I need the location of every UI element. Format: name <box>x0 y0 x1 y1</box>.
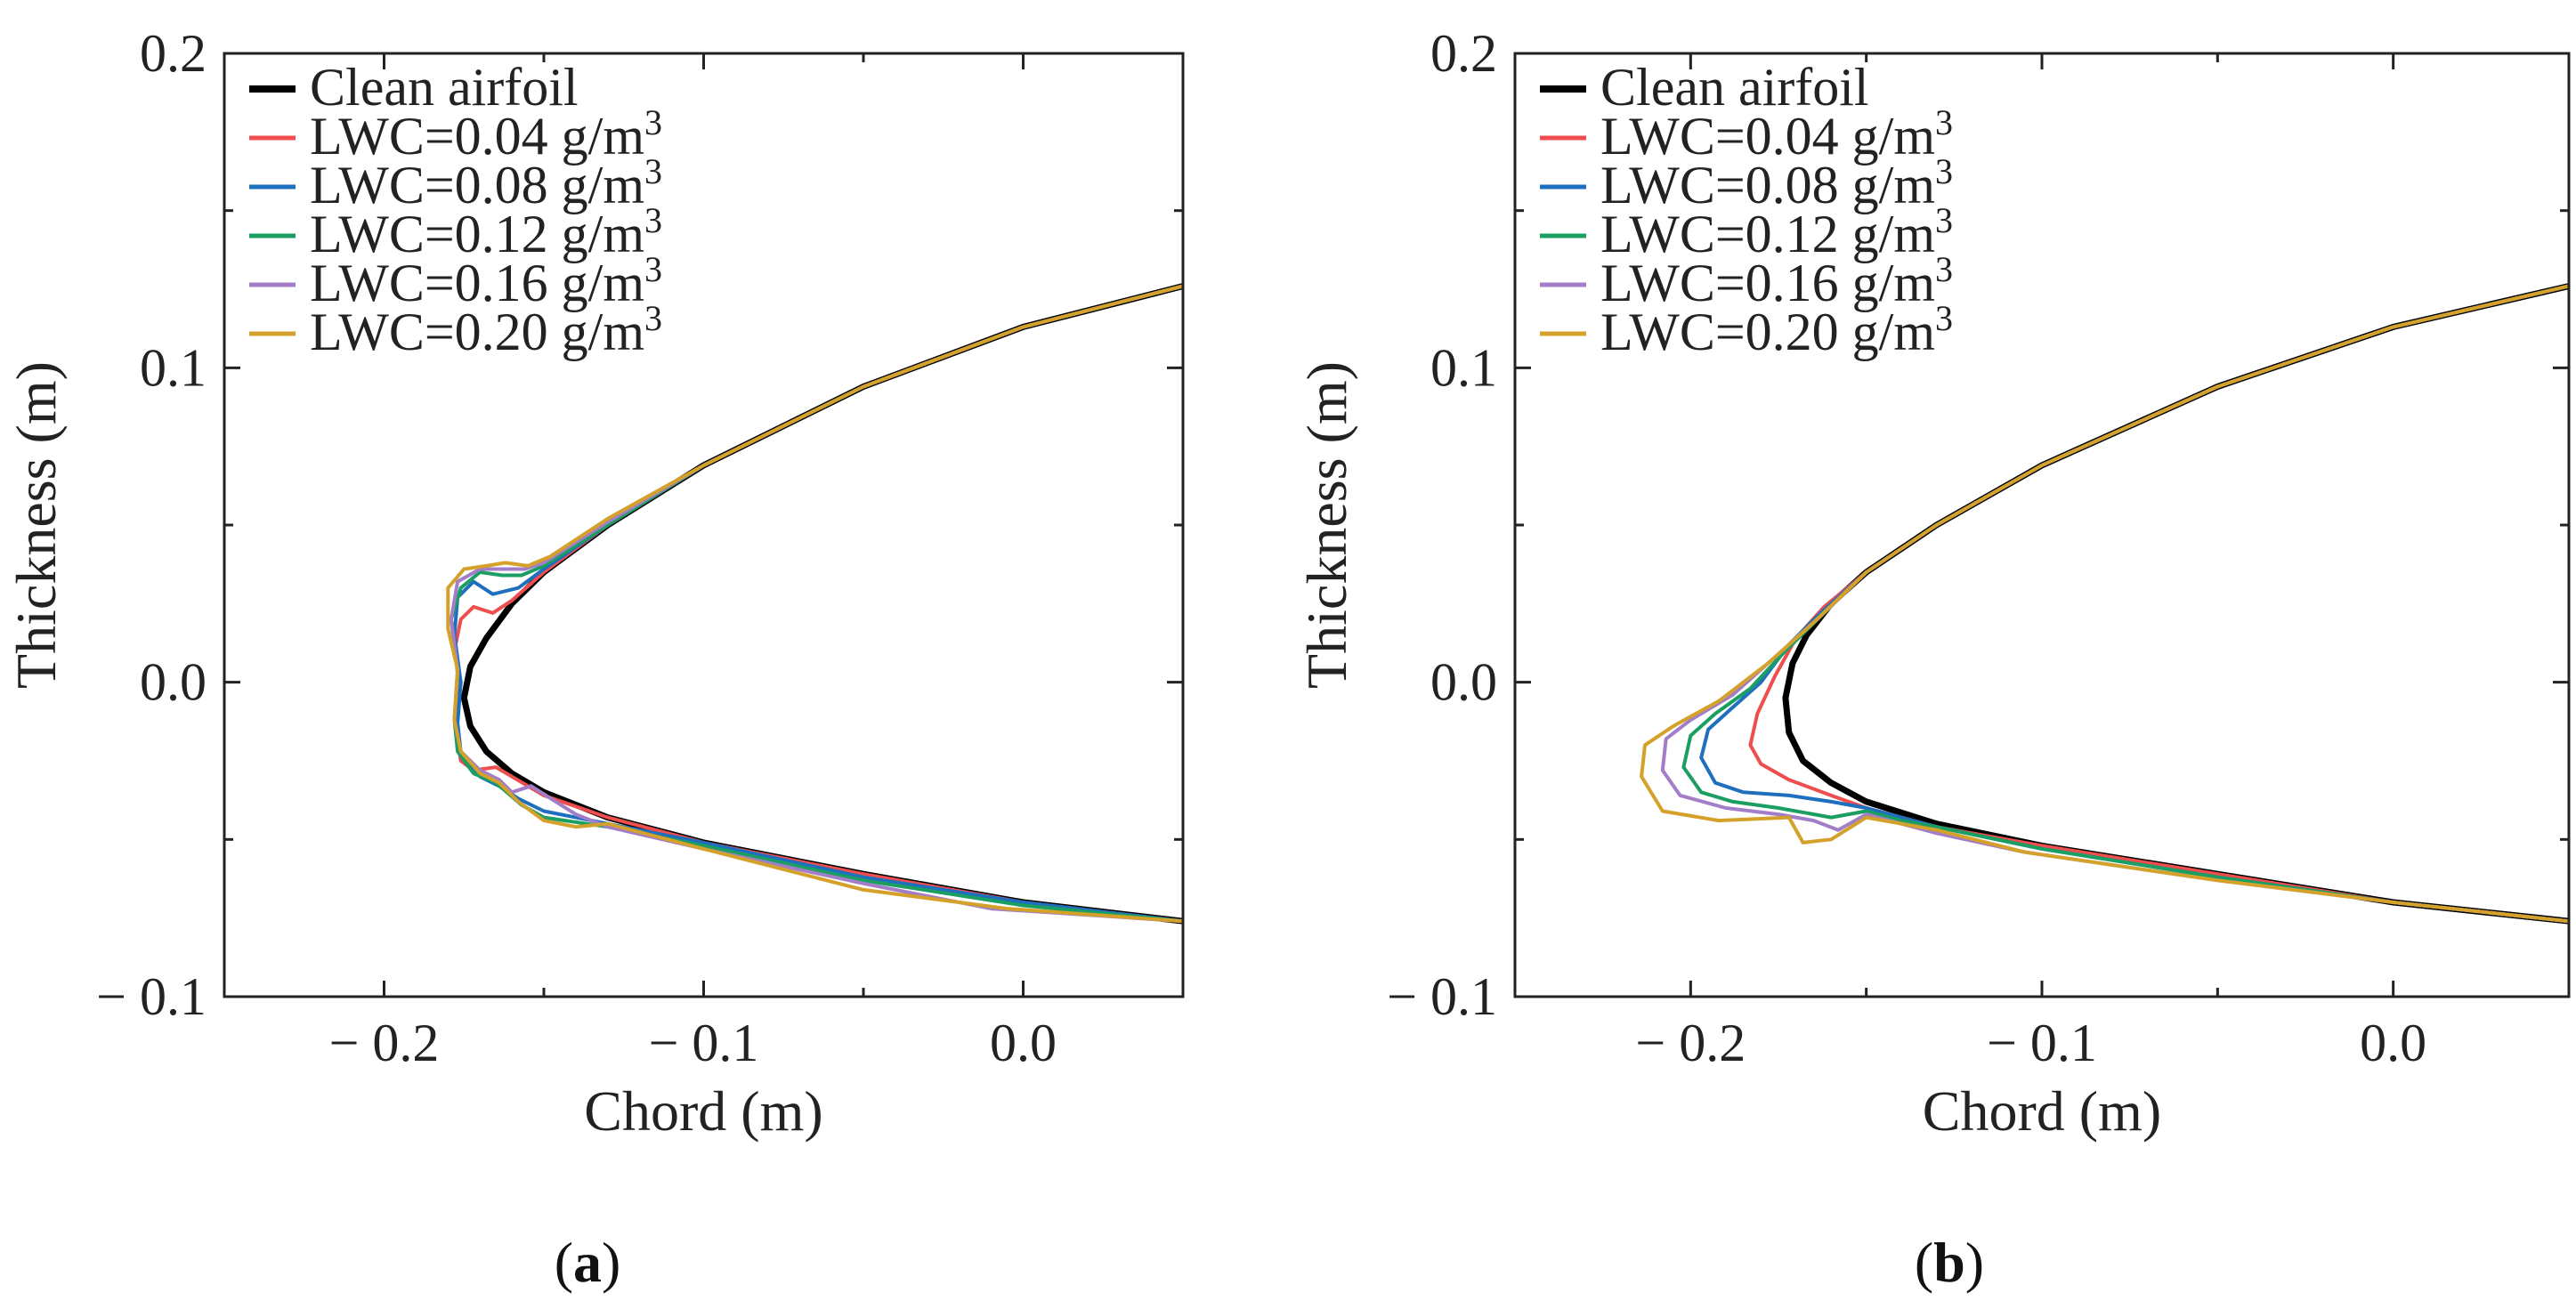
legend-label-text: LWC=0.12 g/m <box>1600 205 1935 263</box>
series-line-4 <box>449 284 1183 924</box>
legend-label: Clean airfoil <box>1600 58 1869 117</box>
y-tick-label: 0.2 <box>1430 24 1497 83</box>
y-tick-label: 0.0 <box>1430 653 1497 712</box>
x-tick-label: − 0.1 <box>649 1014 759 1072</box>
chart-panel-b: − 0.2 − 0.1 0.0 − 0.1 0.0 0.1 0.2 Chord (m) Thic… <box>1295 24 2571 1294</box>
legend-label-text: Clean airfoil <box>1600 58 1869 117</box>
legend-label: LWC=0.16 g/m3 <box>1600 249 1953 312</box>
series-group <box>446 283 1183 925</box>
legend-label-text: LWC=0.08 g/m <box>1600 156 1935 214</box>
x-tick-label: − 0.2 <box>329 1014 440 1072</box>
legend-label-text: LWC=0.04 g/m <box>1600 107 1935 166</box>
legend-label-superscript: 3 <box>1935 102 1953 142</box>
x-tick-label: 0.0 <box>2360 1014 2426 1072</box>
legend-label-superscript: 3 <box>644 102 662 142</box>
series-group <box>1640 283 2569 925</box>
series-line-5 <box>1640 284 2569 924</box>
panel-label-letter: b <box>1933 1231 1965 1294</box>
legend-label: LWC=0.12 g/m3 <box>1600 200 1953 263</box>
legend-label: Clean airfoil <box>310 58 579 117</box>
legend-label: LWC=0.16 g/m3 <box>310 249 662 312</box>
legend-label-superscript: 3 <box>1935 249 1953 289</box>
panel-label-close: ) <box>1965 1231 1984 1294</box>
legend-label: LWC=0.08 g/m3 <box>1600 151 1953 214</box>
panel-label: (b) <box>1915 1231 1984 1294</box>
x-axis-label: Chord (m) <box>1923 1079 2161 1143</box>
legend-label: LWC=0.20 g/m3 <box>1600 298 1953 361</box>
series-line-3 <box>1681 284 2569 924</box>
legend-label-text: Clean airfoil <box>310 58 579 117</box>
legend-label-superscript: 3 <box>644 298 662 338</box>
y-tick-label: 0.1 <box>140 338 207 397</box>
x-tick-label: 0.0 <box>990 1014 1057 1072</box>
panel-label-open: ( <box>555 1231 573 1294</box>
legend-label-text: LWC=0.20 g/m <box>1600 303 1935 361</box>
legend-label-text: LWC=0.16 g/m <box>310 254 644 312</box>
legend-label: LWC=0.12 g/m3 <box>310 200 662 263</box>
series-line-3 <box>449 284 1183 924</box>
y-axis-label: Thickness (m) <box>4 361 68 689</box>
legend-label-text: LWC=0.20 g/m <box>310 303 644 361</box>
legend-label: LWC=0.04 g/m3 <box>1600 102 1953 166</box>
y-tick-label: 0.1 <box>1430 338 1497 397</box>
x-tick-label: − 0.1 <box>1987 1014 2097 1072</box>
legend-label-superscript: 3 <box>1935 151 1953 191</box>
y-tick-label: 0.2 <box>140 24 207 83</box>
legend-label-superscript: 3 <box>1935 298 1953 338</box>
legend-label: LWC=0.04 g/m3 <box>310 102 662 166</box>
panel-label-close: ) <box>602 1231 620 1294</box>
panel-label: (a) <box>555 1231 621 1294</box>
legend-label-superscript: 3 <box>644 249 662 289</box>
legend-label-superscript: 3 <box>644 151 662 191</box>
legend-label-text: LWC=0.08 g/m <box>310 156 644 214</box>
legend-label: LWC=0.08 g/m3 <box>310 151 662 214</box>
legend-label-text: LWC=0.16 g/m <box>1600 254 1935 312</box>
legend-label-superscript: 3 <box>644 200 662 240</box>
legend-label-superscript: 3 <box>1935 200 1953 240</box>
series-line-4 <box>1660 284 2569 924</box>
x-axis-label: Chord (m) <box>584 1079 822 1143</box>
y-axis-label: Thickness (m) <box>1295 361 1358 689</box>
legend-label-text: LWC=0.04 g/m <box>310 107 644 166</box>
panel-label-open: ( <box>1915 1231 1933 1294</box>
y-tick-label: 0.0 <box>140 653 207 712</box>
panel-label-letter: a <box>573 1231 602 1294</box>
chart-panel-a: − 0.2 − 0.1 0.0 − 0.1 0.0 0.1 0.2 Chord (m) Thic… <box>4 24 1185 1294</box>
legend-label-text: LWC=0.12 g/m <box>310 205 644 263</box>
legend-label: LWC=0.20 g/m3 <box>310 298 662 361</box>
y-tick-label: − 0.1 <box>96 967 207 1026</box>
x-tick-label: − 0.2 <box>1635 1014 1746 1072</box>
series-line-1 <box>1748 284 2569 924</box>
series-line-5 <box>446 284 1183 924</box>
y-tick-label: − 0.1 <box>1387 967 1497 1026</box>
